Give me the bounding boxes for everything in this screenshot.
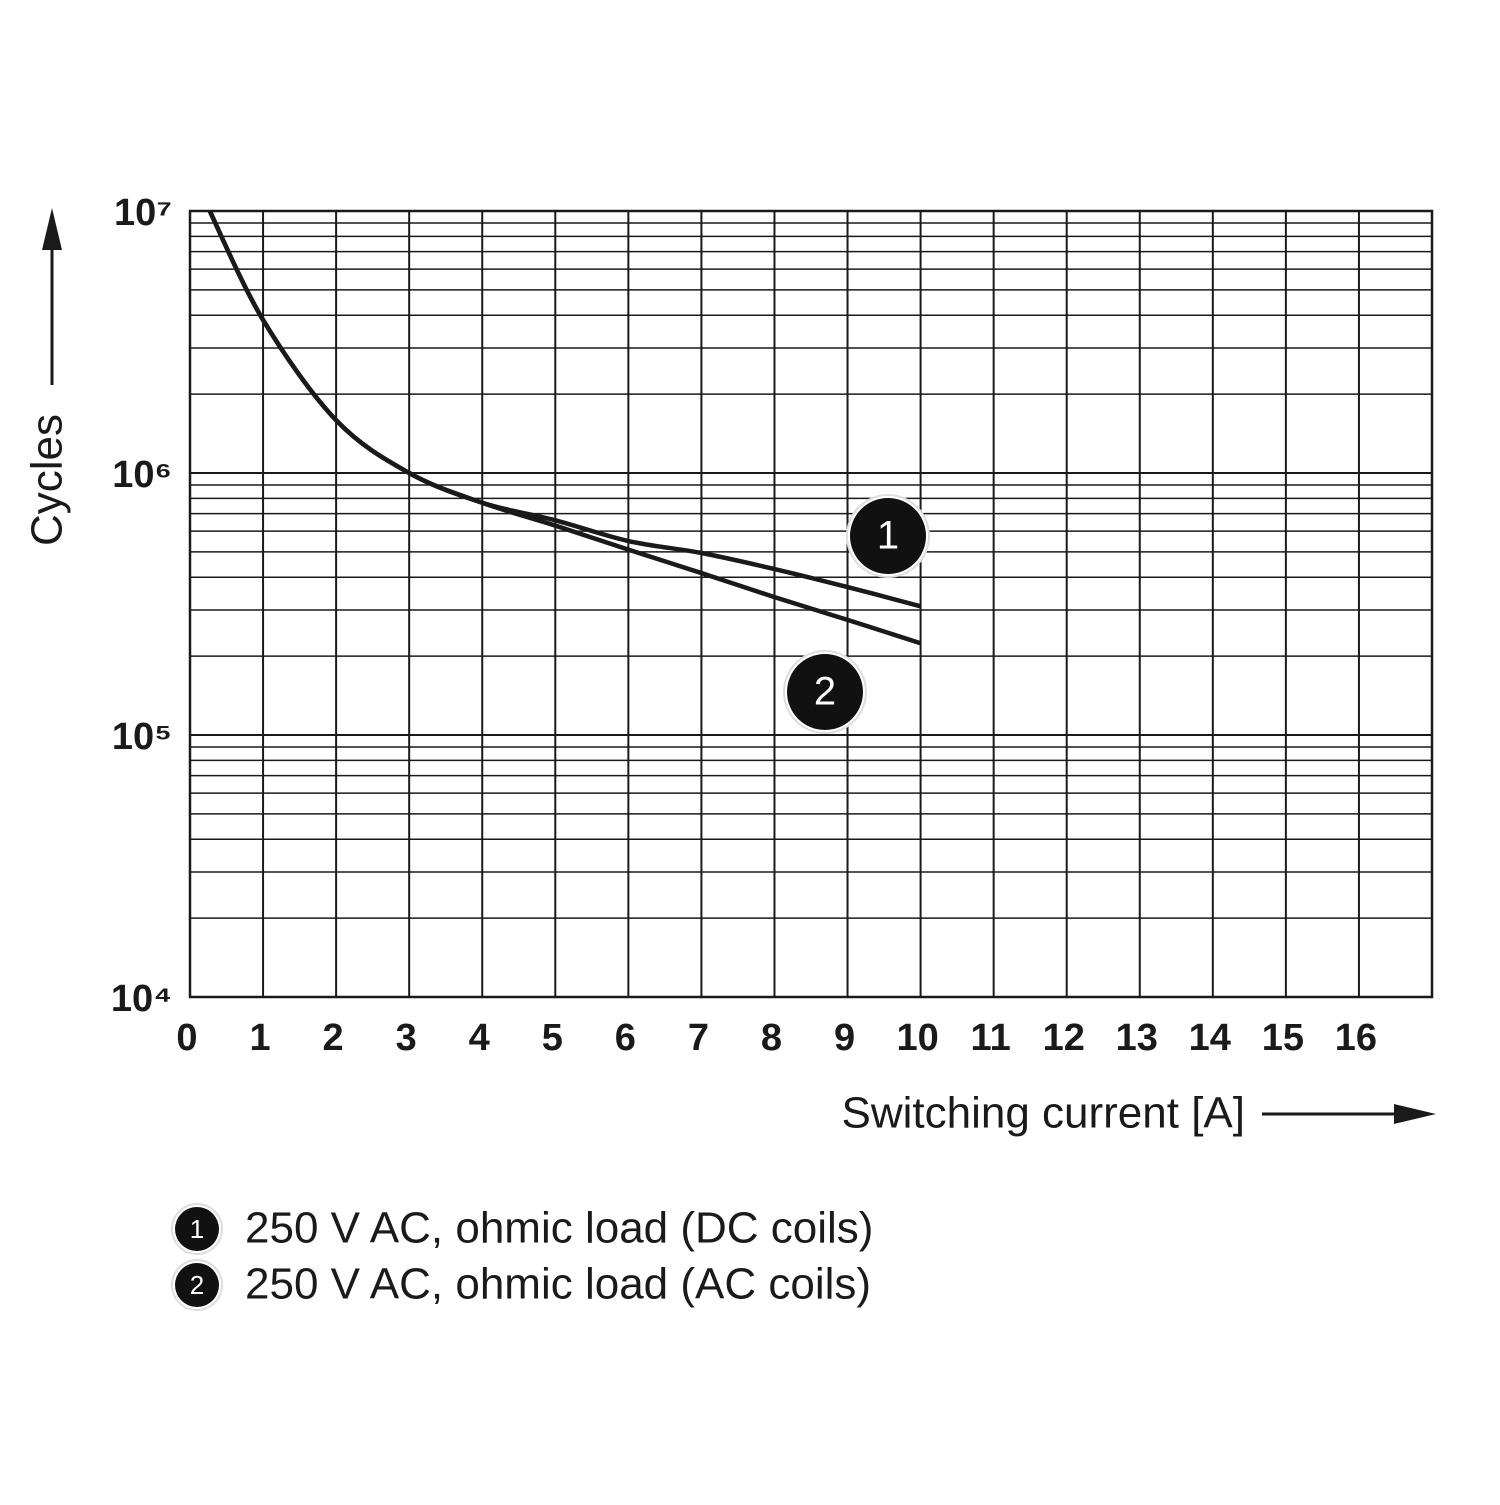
- marker-number: 1: [877, 514, 899, 558]
- y-arrow-head: [42, 208, 62, 250]
- x-tick-label: 15: [1262, 1017, 1304, 1059]
- x-tick-label: 14: [1189, 1017, 1231, 1059]
- legend-label: 250 V AC, ohmic load (DC coils): [245, 1204, 873, 1253]
- x-tick-label: 0: [176, 1017, 197, 1059]
- marker-badge: [175, 1263, 219, 1307]
- x-tick-label: 5: [542, 1017, 563, 1059]
- x-tick-label: 7: [688, 1017, 709, 1059]
- x-tick-label: 3: [396, 1017, 417, 1059]
- x-tick-label: 2: [323, 1017, 344, 1059]
- marker-number: 2: [814, 670, 836, 714]
- y-axis-label: Cycles: [23, 414, 72, 546]
- x-tick-label: 10: [896, 1017, 938, 1059]
- plot-frame: [188, 209, 1434, 999]
- marker-badge: [787, 654, 863, 730]
- y-tick-label: 10⁷: [114, 192, 172, 234]
- marker-badge: [175, 1207, 219, 1251]
- series-line: [207, 210, 922, 646]
- x-tick-label: 16: [1335, 1017, 1377, 1059]
- x-tick-label: 9: [834, 1017, 855, 1059]
- x-tick-label: 4: [469, 1017, 490, 1059]
- x-tick-label: 11: [971, 1017, 1011, 1059]
- x-tick-label: 1: [249, 1017, 270, 1059]
- x-arrow-head: [1394, 1104, 1436, 1124]
- legend-label: 250 V AC, ohmic load (AC coils): [245, 1260, 871, 1309]
- x-tick-label: 13: [1116, 1017, 1158, 1059]
- y-tick-label: 10⁶: [112, 454, 172, 496]
- marker-number: 1: [190, 1214, 204, 1244]
- x-tick-label: 8: [761, 1017, 782, 1059]
- x-tick-label: 12: [1043, 1017, 1085, 1059]
- y-tick-label: 10⁵: [112, 716, 172, 758]
- x-tick-label: 6: [615, 1017, 636, 1059]
- marker-badge: [850, 498, 926, 574]
- x-axis-label: Switching current [A]: [842, 1089, 1246, 1138]
- y-tick-label: 10⁴: [111, 978, 172, 1020]
- marker-number: 2: [190, 1270, 204, 1300]
- series-line: [207, 210, 922, 609]
